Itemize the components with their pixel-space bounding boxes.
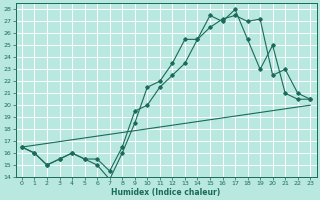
X-axis label: Humidex (Indice chaleur): Humidex (Indice chaleur) — [111, 188, 221, 197]
